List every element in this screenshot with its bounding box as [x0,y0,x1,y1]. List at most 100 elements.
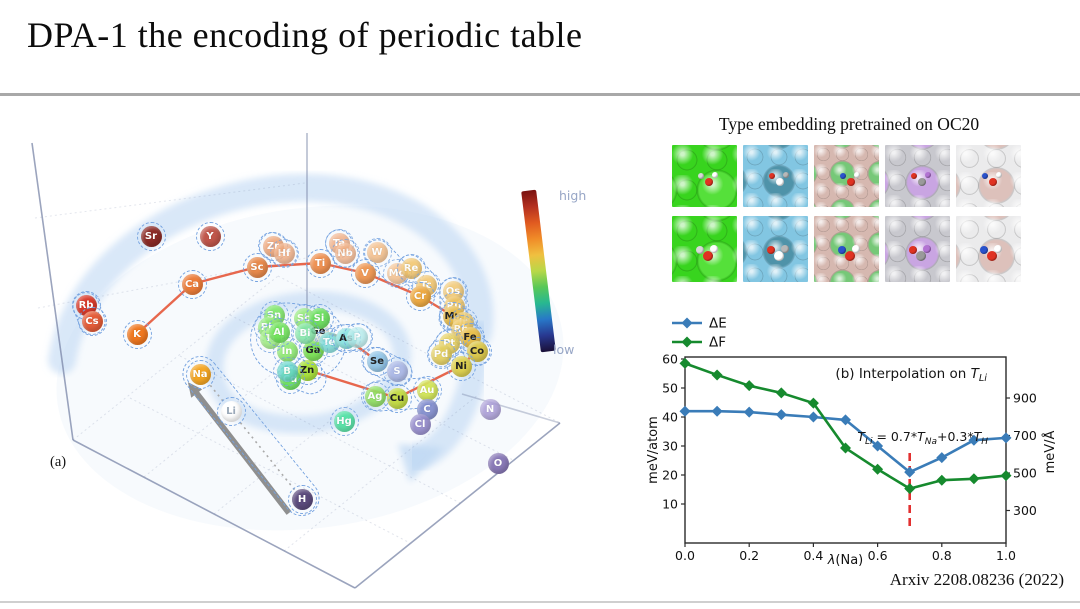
element-symbol: B [276,360,298,382]
oc20-gray-purple-slab-row1 [885,145,950,207]
element-symbol: Hf [273,242,295,264]
element-symbol: Li [220,400,242,422]
adsorbate-atom [852,245,860,253]
svg-text:40: 40 [662,410,678,425]
element-symbol: Cu [386,387,408,409]
title-divider [0,93,1080,96]
adsorbate-atom [840,173,846,179]
page-title: DPA-1 the encoding of periodic table [27,15,583,55]
element-symbol: Sc [246,256,268,278]
oc20-green-slab-row1 [672,145,737,207]
oc20-structure-grid [672,145,1028,282]
element-symbol: Nb [334,242,356,264]
element-symbol: Na [189,363,211,385]
svg-text:10: 10 [662,497,678,512]
marker-ΔE [775,409,787,421]
marker-ΔE [743,406,755,418]
marker-ΔE [936,452,948,464]
element-symbol: W [366,241,388,263]
adsorbate-atom [847,178,855,186]
element-Ni: Ni [446,351,476,381]
element-symbol: O [487,452,509,474]
element-symbol: H [291,488,313,510]
element-Na: Na [185,359,215,389]
interpolation-chart: 0.0 0.2 0.4 0.6 0.8 1.0 10 20 30 40 50 60 300 500 700 9… [645,300,1080,569]
adsorbate-atom [783,172,789,178]
marker-ΔE [904,466,916,478]
element-Hf: Hf [269,238,299,268]
marker-ΔF [679,357,691,369]
element-symbol: Sr [140,225,162,247]
adsorbate-atom [696,246,704,254]
adsorbate-atom [982,173,988,179]
element-symbol: Ca [181,273,203,295]
element-H: H [287,484,317,514]
adsorbate-atom [845,251,855,261]
adsorbate-atom [987,251,997,261]
element-symbol: Pd [430,343,452,365]
element-W: W [362,237,392,267]
svg-text:300: 300 [1013,503,1037,518]
colorbar-low-label: low [553,342,575,357]
element-Cr: Cr [405,281,435,311]
element-Ti: Ti [305,248,335,278]
adsorbate-atom [909,246,917,254]
element-Cs: Cs [77,306,107,336]
element-symbol: Re [400,257,422,279]
element-B: B [272,356,302,386]
marker-ΔF [807,397,819,409]
adsorbate-atom [705,178,713,186]
adsorbate-atom [996,172,1002,178]
oc20-white-pink-slab-row1 [956,145,1021,207]
element-symbol: P [346,326,368,348]
adsorbate-atom [980,246,988,254]
svg-text:900: 900 [1013,391,1037,406]
element-Cl: Cl [409,413,431,435]
element-symbol: N [479,398,501,420]
oc20-gray-purple-slab-row2 [885,216,950,282]
element-Y: Y [195,221,225,251]
marker-ΔF [743,380,755,392]
svg-text:0.6: 0.6 [868,548,888,563]
element-symbol: Ni [450,355,472,377]
element-Hg: Hg [329,406,359,436]
element-symbol: Se [366,350,388,372]
element-symbol: Y [199,225,221,247]
marker-ΔF [904,483,916,495]
svg-text:1.0: 1.0 [996,548,1016,563]
element-symbol: Cl [409,413,431,435]
adsorbate-atom [776,178,784,186]
svg-text:0.2: 0.2 [739,548,759,563]
element-symbol: S [386,360,408,382]
svg-text:0.4: 0.4 [803,548,823,563]
interpolation-arrow [191,388,292,515]
marker-ΔF [872,463,884,475]
element-Li: Li [216,396,246,426]
adsorbate-atom [710,245,718,253]
element-Al: Al [264,317,294,347]
element-symbol: Bi [294,322,316,344]
legend-ΔE: ΔE [709,316,727,332]
element-Ag: Ag [360,381,390,411]
panel-a-label: (a) [50,454,67,470]
chart-canvas: 0.0 0.2 0.4 0.6 0.8 1.0 10 20 30 40 50 60 300 500 700 9… [646,316,1058,569]
element-symbol: Ag [364,385,386,407]
element-symbol: Cs [81,310,103,332]
oc20-caption: Type embedding pretrained on OC20 [718,114,980,134]
element-Sc: Sc [242,252,272,282]
marker-ΔF [840,442,851,454]
adsorbate-atom [911,173,917,179]
adsorbate-atom [925,172,931,178]
element-Ca: Ca [177,269,207,299]
svg-text:meV/Å: meV/Å [1042,430,1058,473]
element-V: V [350,258,380,288]
oc20-green-slab-row2 [672,216,737,282]
element-symbol: Hg [333,410,355,432]
adsorbate-atom [769,173,775,179]
adsorbate-atom [918,178,926,186]
adsorbate-atom [698,173,704,179]
svg-text:meV/atom: meV/atom [646,416,661,484]
citation: Arxiv 2208.08236 (2022) [889,570,1064,589]
legend-ΔF: ΔF [709,335,726,351]
element-O: O [487,452,509,474]
